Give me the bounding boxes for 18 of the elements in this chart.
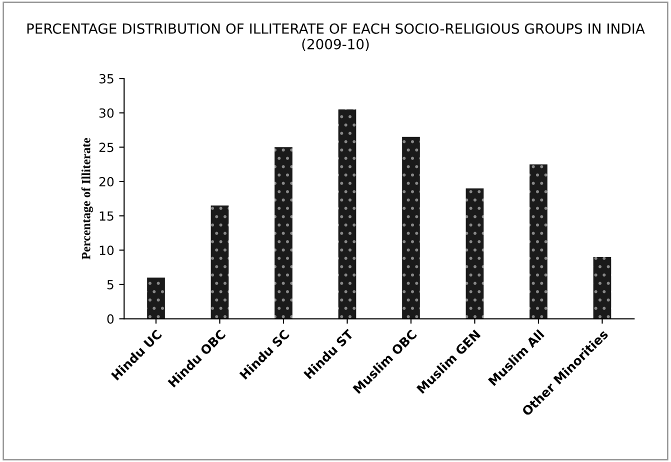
chart-title: PERCENTAGE DISTRIBUTION OF ILLITERATE OF EACH SOCIO-RELIGIOUS GROUPS IN INDIA (2009-10) <box>27 23 645 52</box>
bar <box>210 206 229 319</box>
y-tick-label: 10 <box>100 246 114 256</box>
bar <box>466 188 484 319</box>
y-tick-label: 20 <box>99 176 114 186</box>
y-tick-label: 5 <box>107 280 114 290</box>
bar <box>147 278 165 319</box>
y-tick-label: 35 <box>99 74 114 84</box>
y-axis-title: Percentage of Illiterate <box>81 138 93 260</box>
y-tick-label: 25 <box>99 142 114 152</box>
bar <box>402 136 420 319</box>
bar <box>593 257 612 319</box>
y-tick-label: 0 <box>107 314 114 324</box>
bar <box>274 147 292 319</box>
bar <box>530 164 548 319</box>
y-tick-label: 30 <box>99 108 114 118</box>
bar <box>338 109 356 319</box>
y-tick-label: 15 <box>100 211 114 221</box>
